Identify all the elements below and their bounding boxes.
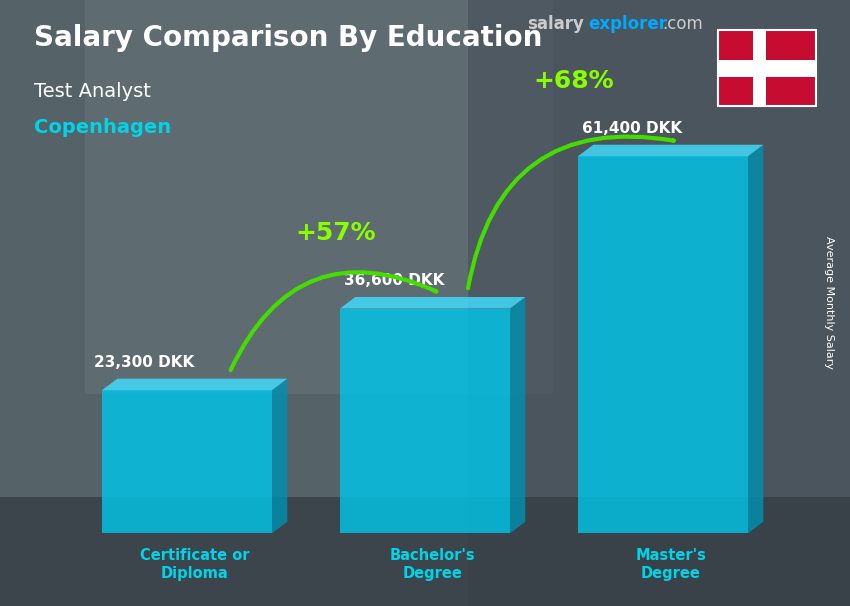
Text: +57%: +57% — [296, 221, 376, 245]
FancyArrowPatch shape — [468, 136, 674, 288]
Text: 61,400 DKK: 61,400 DKK — [582, 121, 683, 136]
Text: 36,600 DKK: 36,600 DKK — [344, 273, 445, 288]
FancyArrowPatch shape — [230, 272, 436, 370]
Polygon shape — [340, 308, 510, 533]
Polygon shape — [272, 379, 287, 533]
Polygon shape — [748, 145, 763, 533]
Text: +68%: +68% — [534, 69, 614, 93]
Text: Test Analyst: Test Analyst — [34, 82, 151, 101]
Text: salary: salary — [527, 15, 584, 33]
Text: Average Monthly Salary: Average Monthly Salary — [824, 236, 834, 370]
Polygon shape — [578, 145, 763, 156]
Text: Salary Comparison By Education: Salary Comparison By Education — [34, 24, 542, 52]
Bar — [85, 0, 552, 394]
Bar — [753, 30, 766, 106]
Text: .com: .com — [662, 15, 703, 33]
Polygon shape — [340, 297, 525, 308]
Polygon shape — [102, 390, 272, 533]
Text: Master's
Degree: Master's Degree — [635, 548, 706, 581]
Bar — [718, 60, 816, 76]
Bar — [0, 497, 850, 606]
Text: Copenhagen: Copenhagen — [34, 118, 171, 137]
Text: 23,300 DKK: 23,300 DKK — [94, 355, 194, 370]
Text: Bachelor's
Degree: Bachelor's Degree — [390, 548, 475, 581]
Bar — [468, 0, 850, 606]
Polygon shape — [102, 379, 287, 390]
Text: Certificate or
Diploma: Certificate or Diploma — [140, 548, 249, 581]
Polygon shape — [578, 156, 748, 533]
Text: explorer: explorer — [588, 15, 667, 33]
Bar — [718, 30, 816, 106]
Polygon shape — [510, 297, 525, 533]
